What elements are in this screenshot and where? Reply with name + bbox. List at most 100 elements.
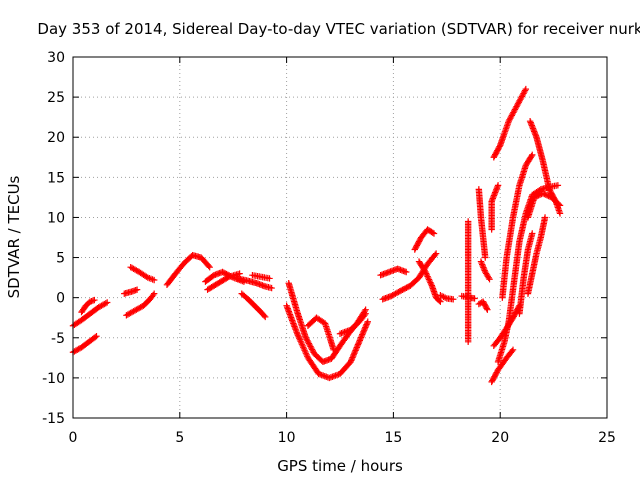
data-point-marker: [541, 190, 548, 198]
data-point-marker: [298, 341, 306, 348]
data-point-marker: [395, 288, 402, 296]
series-arc-17: [377, 265, 410, 279]
data-point-marker: [358, 332, 365, 340]
data-point-marker: [268, 284, 275, 292]
y-tick-labels: -15 -10 -5 0 5 10 15 20 25 30: [42, 50, 65, 427]
data-point-marker: [296, 336, 304, 343]
data-point-marker: [422, 268, 429, 276]
data-point-marker: [427, 279, 434, 286]
data-point-marker: [422, 270, 430, 277]
data-point-marker: [91, 296, 98, 304]
data-point-marker: [478, 259, 485, 267]
data-point-marker: [352, 347, 359, 354]
data-point-marker: [542, 191, 549, 198]
data-point-marker: [302, 348, 309, 356]
data-point-marker: [205, 262, 212, 270]
data-point-marker: [351, 350, 358, 357]
x-tick-label: 20: [491, 430, 509, 446]
series-arc-21: [437, 292, 457, 303]
data-point-marker: [93, 332, 100, 340]
data-point-marker: [360, 327, 368, 334]
data-point-marker: [426, 277, 433, 285]
grid-lines: [73, 57, 607, 418]
data-point-marker: [355, 340, 362, 347]
data-point-marker: [361, 311, 368, 319]
series-arc-20: [415, 258, 444, 305]
series-arc-26: [475, 298, 491, 313]
data-point-marker: [301, 347, 308, 354]
data-point-marker: [102, 300, 109, 307]
data-point-marker: [359, 331, 366, 338]
series-arc-14: [283, 302, 371, 382]
y-tick-label: 20: [47, 130, 65, 146]
y-tick-label: -10: [42, 371, 65, 387]
data-point-marker: [431, 251, 439, 259]
data-point-marker: [541, 214, 549, 221]
y-tick-label: 30: [47, 50, 65, 66]
data-point-marker: [303, 351, 310, 359]
data-point-marker: [364, 318, 371, 325]
data-point-marker: [150, 276, 158, 284]
data-point-marker: [529, 230, 536, 237]
series-arc-25: [477, 258, 493, 283]
data-point-marker: [262, 313, 269, 321]
data-point-marker: [432, 250, 440, 257]
data-point-marker: [362, 322, 370, 330]
data-point-marker: [521, 87, 529, 94]
series-arc-3: [78, 296, 98, 316]
x-tick-labels: 0 5 10 15 20 25: [69, 430, 616, 446]
data-point-marker: [357, 335, 364, 343]
data-point-marker: [425, 274, 432, 282]
data-point-marker: [350, 351, 357, 358]
series-arc-5: [123, 290, 158, 319]
y-tick-label: 25: [47, 90, 65, 106]
data-point-marker: [539, 190, 547, 197]
data-point-marker: [421, 267, 428, 274]
data-point-marker: [536, 187, 543, 194]
data-point-marker: [150, 290, 158, 297]
data-point-marker: [224, 274, 231, 281]
data-point-marker: [330, 346, 337, 354]
data-point-marker: [300, 345, 308, 353]
data-point-marker: [531, 194, 538, 201]
data-point-marker: [479, 262, 487, 270]
data-point-marker: [356, 337, 364, 344]
data-point-marker: [360, 328, 367, 335]
data-point-marker: [423, 271, 431, 279]
data-point-marker: [352, 345, 360, 353]
data-point-marker: [430, 230, 438, 237]
data-point-marker: [543, 192, 551, 199]
data-point-marker: [529, 151, 536, 159]
data-point-marker: [509, 346, 517, 354]
data-point-marker: [356, 338, 363, 345]
data-point-marker: [535, 192, 542, 199]
y-tick-label: 10: [47, 210, 65, 226]
data-point-marker: [351, 348, 359, 356]
data-point-marker: [528, 152, 535, 160]
x-tick-label: 25: [598, 430, 616, 446]
data-point-marker: [206, 263, 213, 271]
data-point-marker: [556, 210, 564, 217]
data-point-marker: [429, 229, 436, 236]
series-arc-7: [163, 251, 213, 289]
data-point-marker: [545, 192, 552, 200]
series-arc-29: [488, 346, 517, 386]
data-point-marker: [536, 191, 544, 198]
data-point-marker: [260, 312, 268, 319]
data-point-marker: [363, 321, 370, 328]
data-point-marker: [480, 265, 488, 273]
data-point-marker: [508, 347, 516, 355]
data-point-marker: [294, 330, 301, 337]
plot-frame: [72, 56, 608, 419]
series-arc-28: [490, 85, 530, 161]
y-tick-label: -15: [42, 411, 65, 427]
series-arc-9: [204, 270, 243, 293]
data-point-marker: [347, 358, 354, 366]
x-tick-label: 5: [175, 430, 184, 446]
data-point-marker: [362, 310, 369, 317]
chart-title: Day 353 of 2014, Sidereal Day-to-day VTE…: [37, 20, 640, 38]
data-point-marker: [522, 85, 530, 93]
data-point-marker: [427, 280, 435, 288]
y-tick-label: 0: [56, 291, 65, 307]
